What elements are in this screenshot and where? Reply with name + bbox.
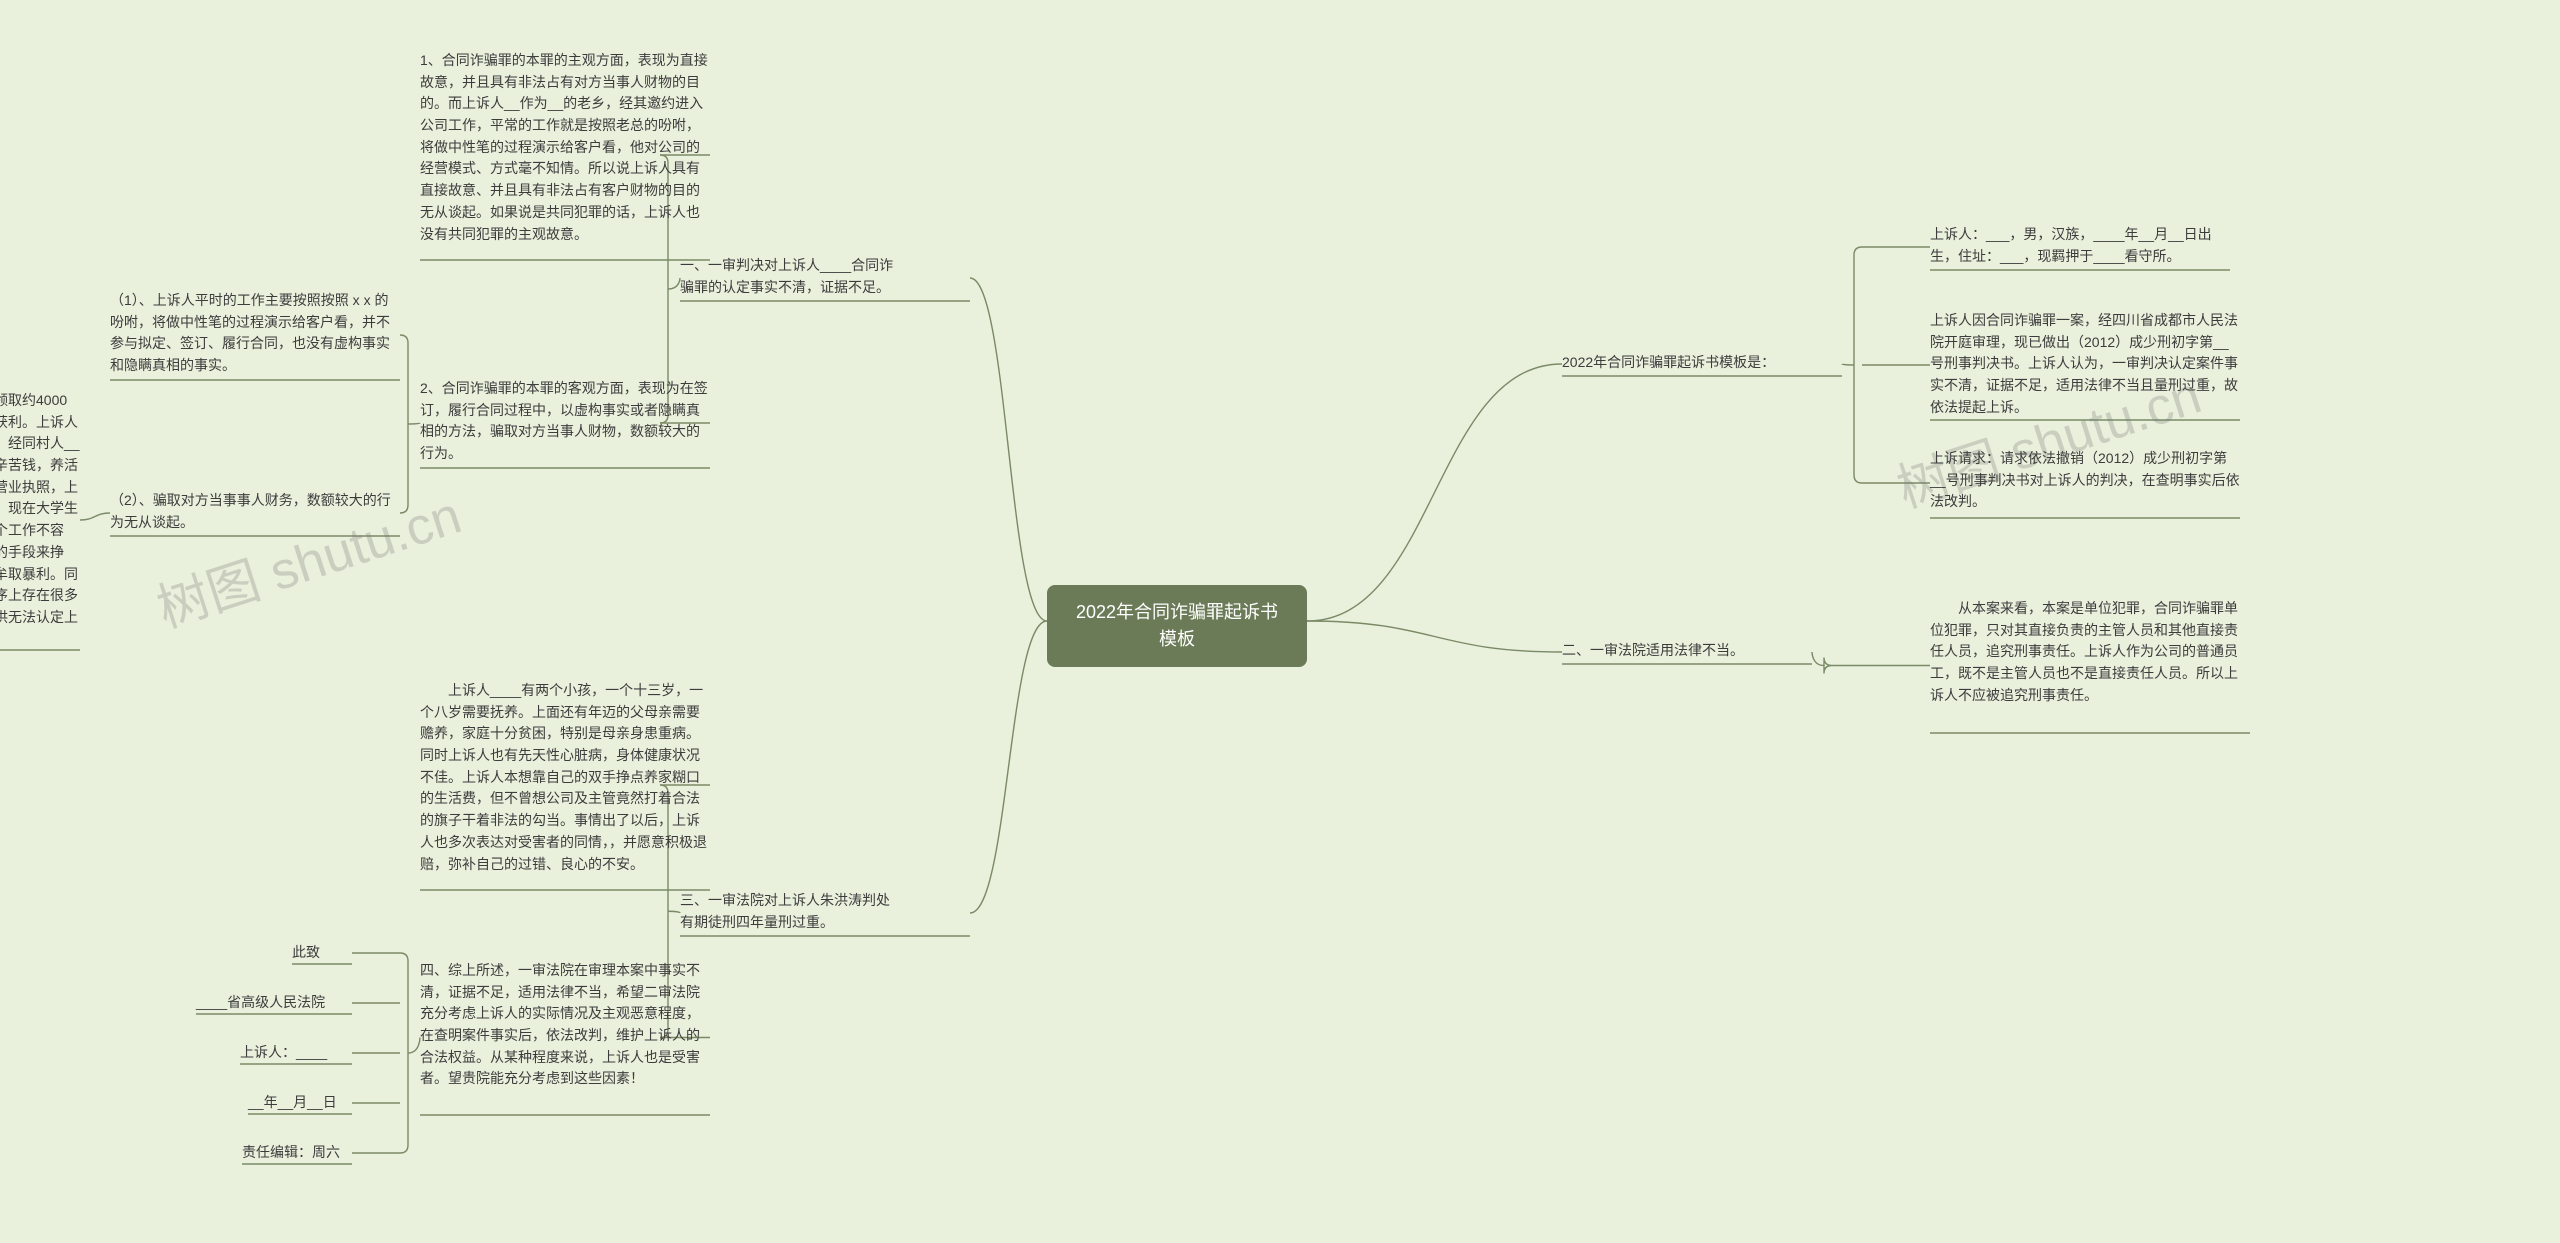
node-l1b2[interactable]: （2）、骗取对方当事事人财务，数额较大的行为无从谈起。	[110, 490, 400, 533]
branch-l1[interactable]: 一、一审判决对上诉人____合同诈 骗罪的认定事实不清，证据不足。	[680, 255, 970, 298]
node-l1b1[interactable]: （1）、上诉人平时的工作主要按照按照 x x 的吩咐，将做中性笔的过程演示给客户…	[110, 290, 400, 377]
node-l2b4[interactable]: __年__月__日	[248, 1092, 352, 1114]
node-l1a[interactable]: 1、合同诈骗罪的本罪的主观方面，表现为直接故意，并且具有非法占有对方当事人财物的…	[420, 50, 710, 245]
node-l1b2a[interactable]: 上诉人在公司上班不到两个月，总共领取约4000块钱的工资收入，并无其他任何非法获…	[0, 390, 80, 650]
branch-r2[interactable]: 二、一审法院适用法律不当。	[1562, 640, 1812, 662]
node-l2b[interactable]: 四、综上所述，一审法院在审理本案中事实不清，证据不足，适用法律不当，希望二审法院…	[420, 960, 710, 1090]
node-l2b1[interactable]: 此致	[292, 942, 352, 964]
node-l2a[interactable]: 上诉人____有两个小孩，一个十三岁，一个八岁需要抚养。上面还有年迈的父母亲需要…	[420, 680, 710, 875]
mindmap-canvas: 树图 shutu.cn 树图 shutu.cn 2022年合同诈骗罪起诉书 模板…	[0, 0, 2560, 1243]
branch-l2[interactable]: 三、一审法院对上诉人朱洪涛判处 有期徒刑四年量刑过重。	[680, 890, 970, 933]
node-r1a[interactable]: 上诉人：___，男，汉族，____年__月__日出生，住址：___，现羁押于__…	[1930, 224, 2230, 267]
node-r1b[interactable]: 上诉人因合同诈骗罪一案，经四川省成都市人民法院开庭审理，现已做出（2012）成少…	[1930, 310, 2240, 418]
root-node[interactable]: 2022年合同诈骗罪起诉书 模板	[1047, 585, 1307, 667]
node-l1b[interactable]: 2、合同诈骗罪的本罪的客观方面，表现为在签订，履行合同过程中，以虚构事实或者隐瞒…	[420, 378, 710, 465]
node-l2b5[interactable]: 责任编辑：周六	[242, 1142, 352, 1164]
node-r2a[interactable]: 从本案来看，本案是单位犯罪，合同诈骗罪单位犯罪，只对其直接负责的主管人员和其他直…	[1930, 598, 2250, 706]
node-l2b3[interactable]: 上诉人：____	[240, 1042, 352, 1064]
branch-r1[interactable]: 2022年合同诈骗罪起诉书模板是：	[1562, 352, 1842, 374]
node-l2b2[interactable]: ____省高级人民法院	[196, 992, 352, 1014]
node-r1c[interactable]: 上诉请求：请求依法撤销（2012）成少刑初字第__号刑事判决书对上诉人的判决，在…	[1930, 448, 2240, 513]
